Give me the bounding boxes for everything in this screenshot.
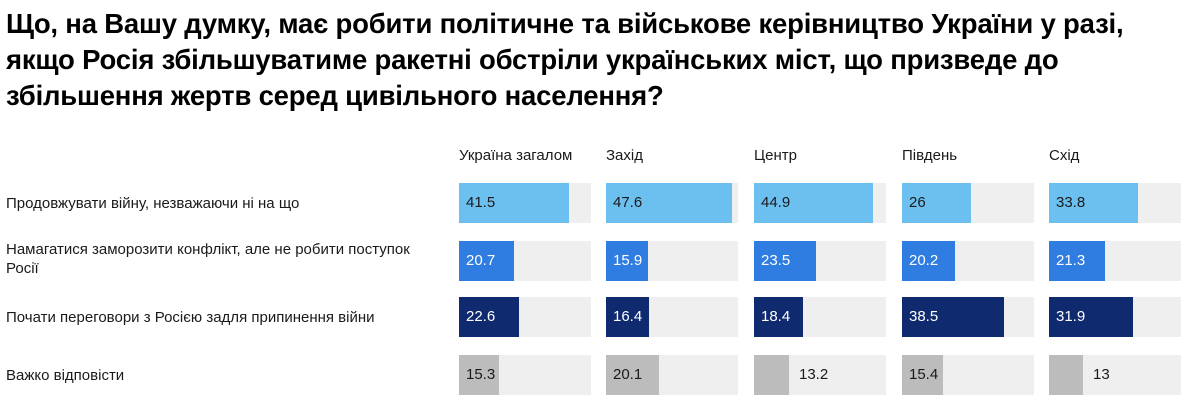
bar-track: 41.5 (459, 183, 591, 223)
column-header: Україна загалом (459, 146, 573, 164)
bar-track: 16.4 (606, 297, 738, 337)
bar (754, 183, 873, 223)
bar (902, 183, 971, 223)
bar (459, 183, 569, 223)
bar (459, 355, 499, 395)
data-label: 20.2 (909, 252, 939, 269)
bar-track: 23.5 (754, 241, 886, 281)
bar-track: 38.5 (902, 297, 1034, 337)
data-label: 20.1 (613, 366, 643, 383)
bar (606, 241, 648, 281)
column-header: Південь (902, 146, 958, 164)
data-label: 21.3 (1056, 252, 1086, 269)
row-label: Продовжувати війну, незважаючи ні на що (6, 194, 300, 212)
row-label: Важко відповісти (6, 366, 125, 384)
data-label: 33.8 (1056, 194, 1086, 211)
bar (754, 241, 816, 281)
data-label: 20.7 (466, 252, 496, 269)
bar-track: 20.1 (606, 355, 738, 395)
column-header: Схід (1049, 146, 1080, 164)
bar (1049, 241, 1105, 281)
data-label: 13.2 (799, 366, 829, 383)
bar-track: 22.6 (459, 297, 591, 337)
data-label: 13 (1093, 366, 1110, 383)
row-label: Намагатися заморозити конфлікт, але не р… (6, 241, 410, 277)
bar-track: 26 (902, 183, 1034, 223)
bar-track: 31.9 (1049, 297, 1181, 337)
bar (459, 241, 514, 281)
data-label: 18.4 (761, 308, 791, 325)
bar (902, 241, 955, 281)
data-label: 26 (909, 194, 926, 211)
bar (1049, 355, 1083, 395)
bar (902, 355, 943, 395)
bar (606, 355, 659, 395)
bar-track: 15.9 (606, 241, 738, 281)
data-label: 38.5 (909, 308, 939, 325)
bar-track: 20.2 (902, 241, 1034, 281)
column-header: Захід (606, 146, 643, 164)
bar-track: 13 (1049, 355, 1181, 395)
bar (902, 297, 1004, 337)
data-label: 15.9 (613, 252, 643, 269)
data-label: 47.6 (613, 194, 643, 211)
bar-track: 47.6 (606, 183, 738, 223)
bar (1049, 183, 1138, 223)
row-label: Почати переговори з Росією задля припине… (6, 308, 375, 326)
data-label: 15.3 (466, 366, 496, 383)
chart-title: Що, на Вашу думку, має робити політичне … (6, 8, 1124, 111)
bar-track: 21.3 (1049, 241, 1181, 281)
data-label: 23.5 (761, 252, 791, 269)
bar (606, 297, 649, 337)
data-label: 44.9 (761, 194, 791, 211)
bar-track: 15.4 (902, 355, 1034, 395)
bar-track: 15.3 (459, 355, 591, 395)
bar (754, 297, 803, 337)
data-label: 41.5 (466, 194, 496, 211)
data-label: 15.4 (909, 366, 939, 383)
bar-track: 33.8 (1049, 183, 1181, 223)
bar (1049, 297, 1133, 337)
bar (459, 297, 519, 337)
bar-track: 13.2 (754, 355, 886, 395)
data-label: 22.6 (466, 308, 496, 325)
column-header: Центр (754, 146, 797, 164)
bar (606, 183, 732, 223)
bar (754, 355, 789, 395)
bar-track: 18.4 (754, 297, 886, 337)
data-label: 31.9 (1056, 308, 1086, 325)
bar-track: 44.9 (754, 183, 886, 223)
bar-track: 20.7 (459, 241, 591, 281)
data-label: 16.4 (613, 308, 643, 325)
